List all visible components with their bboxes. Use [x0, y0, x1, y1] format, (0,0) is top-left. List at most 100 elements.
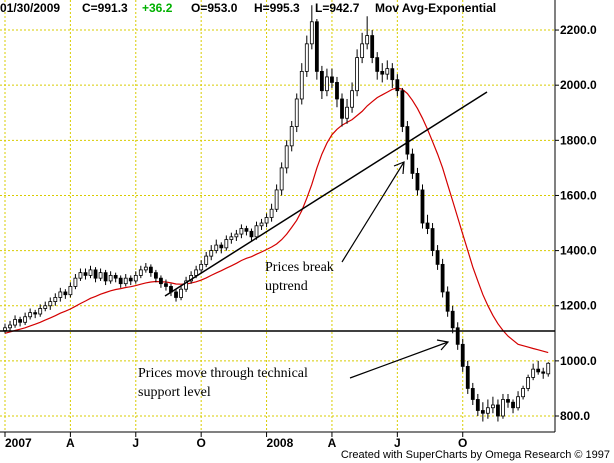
candle-body: [194, 269, 199, 276]
candle-body: [345, 106, 349, 119]
header-date: 01/30/2009: [0, 1, 60, 15]
candle-body: [8, 324, 12, 329]
candle-body: [415, 173, 420, 191]
candle-body: [410, 153, 415, 174]
candle-body: [435, 250, 440, 265]
trend-line: [164, 91, 488, 297]
candle-body: [521, 388, 525, 398]
candle-body: [319, 71, 324, 92]
candle-body: [164, 283, 168, 287]
footer: Created with SuperCharts by Omega Resear…: [341, 449, 610, 461]
header-study: Mov Avg-Exponential: [375, 1, 496, 15]
annotation: Prices break: [265, 260, 334, 275]
candle-body: [420, 189, 425, 224]
candle-body: [360, 43, 365, 59]
candle-body: [199, 263, 204, 271]
candle-body: [209, 250, 214, 257]
candle-body: [355, 57, 360, 92]
candle-body: [294, 98, 299, 127]
arrow: [341, 161, 405, 263]
candle-body: [385, 68, 390, 75]
candle-body: [546, 362, 551, 375]
candle-body: [224, 239, 229, 249]
candle-body: [78, 272, 83, 279]
candle-body: [13, 319, 17, 326]
y-tick-label: 800.0: [560, 409, 590, 423]
candle-body: [425, 222, 430, 229]
candle-body: [350, 90, 354, 108]
candle-body: [118, 277, 123, 285]
candle-body: [133, 275, 138, 282]
candle-body: [365, 35, 370, 45]
candle-body: [88, 269, 93, 276]
candle-body: [43, 305, 48, 309]
annotation: uptrend: [265, 279, 308, 294]
x-tick-label: A: [66, 436, 75, 450]
candle-body: [370, 35, 375, 59]
x-tick-label: A: [328, 436, 337, 450]
candle-body: [284, 145, 289, 169]
arrow: [349, 341, 449, 379]
candle-body: [148, 266, 153, 274]
x-tick-label: O: [196, 436, 205, 450]
y-tick-label: 1600.0: [560, 188, 597, 202]
candle-body: [330, 76, 334, 83]
candle-body: [501, 399, 505, 417]
candle-body: [73, 277, 78, 287]
candle-body: [108, 275, 113, 282]
candle-body: [390, 68, 395, 81]
y-tick-label: 1400.0: [560, 244, 597, 258]
y-tick-label: 1000.0: [560, 354, 597, 368]
candle-body: [249, 230, 254, 238]
candle-body: [179, 288, 183, 298]
candle-body: [174, 291, 178, 298]
candle-body: [309, 21, 314, 45]
candle-body: [526, 377, 531, 389]
candle-body: [430, 228, 435, 251]
header-change: +36.2: [142, 1, 173, 15]
candle-body: [53, 297, 58, 303]
candle-body: [33, 312, 38, 315]
x-tick-label: J: [394, 436, 401, 450]
x-tick-label: 2007: [5, 436, 32, 450]
candle-body: [3, 327, 7, 331]
candle-body: [506, 399, 510, 403]
candle-body: [48, 301, 53, 307]
header-open: O=953.0: [191, 1, 238, 15]
candle-body: [274, 189, 279, 210]
candle-body: [259, 222, 264, 227]
candle-body: [289, 126, 294, 147]
candle-body: [531, 368, 536, 378]
candle-body: [496, 404, 500, 417]
header-low: L=942.7: [315, 1, 360, 15]
candle-body: [264, 217, 269, 224]
candle-body: [400, 90, 405, 127]
candle-body: [153, 272, 158, 279]
candle-body: [229, 236, 234, 240]
header-high: H=995.3: [254, 1, 300, 15]
y-tick-label: 2200.0: [560, 23, 597, 37]
candle-body: [299, 71, 304, 100]
candle-body: [491, 404, 495, 409]
candle-body: [375, 57, 380, 72]
candle-body: [480, 410, 485, 414]
candle-body: [98, 272, 103, 279]
candle-body: [395, 79, 400, 92]
candle-body: [204, 255, 209, 265]
candle-body: [335, 82, 339, 100]
candle-body: [113, 275, 118, 279]
candle-body: [405, 126, 410, 155]
candle-body: [470, 388, 475, 400]
candle-body: [450, 310, 455, 329]
ema-layer: [4, 87, 549, 354]
y-tick-label: 1200.0: [560, 299, 597, 313]
arrow-head: [436, 339, 450, 351]
candle-body: [239, 228, 244, 235]
candle-body: [68, 286, 73, 296]
candle-body: [380, 71, 385, 75]
annotation: support level: [138, 385, 211, 400]
candle-body: [143, 266, 148, 271]
y-tick-label: 2000.0: [560, 78, 597, 92]
